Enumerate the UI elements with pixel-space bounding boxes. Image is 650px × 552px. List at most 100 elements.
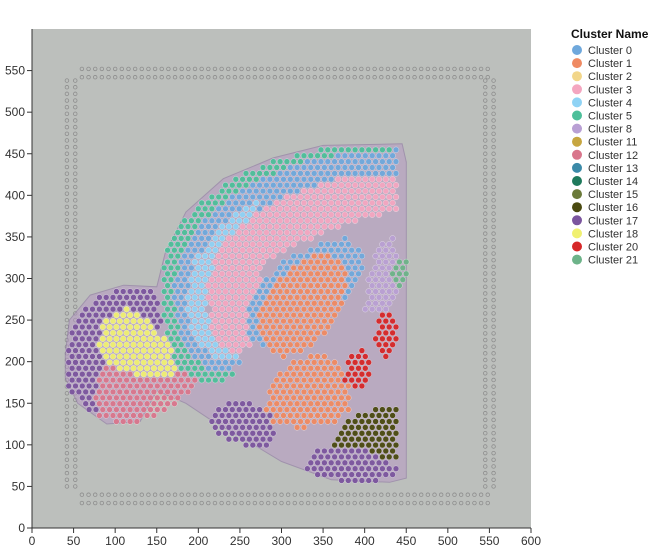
spot-cluster-4	[219, 235, 226, 242]
spot-cluster-18	[120, 323, 127, 331]
spot-cluster-1	[311, 253, 318, 260]
spot-cluster-3	[328, 223, 335, 230]
fiducial-spot	[64, 91, 70, 97]
spot-cluster-20	[375, 341, 383, 348]
spot-cluster-17	[222, 418, 229, 425]
spot-cluster-0	[317, 241, 325, 248]
spot-cluster-1	[297, 323, 304, 331]
spot-cluster-3	[277, 229, 284, 236]
spot-cluster-17	[106, 312, 113, 319]
spot-cluster-5	[198, 199, 205, 206]
spot-cluster-16	[386, 430, 393, 437]
fiducial-spot	[483, 164, 488, 170]
fiducial-spot	[452, 66, 457, 72]
spot-cluster-0	[178, 258, 185, 266]
spot-cluster-17	[242, 418, 250, 425]
fiducial-spot	[112, 492, 118, 497]
spot-cluster-16	[372, 406, 379, 413]
spot-cluster-0	[188, 253, 195, 260]
spot-cluster-3	[365, 205, 372, 212]
spot-cluster-17	[82, 353, 89, 360]
fiducial-spot	[325, 75, 331, 80]
spot-cluster-16	[358, 442, 365, 449]
spot-cluster-17	[314, 459, 321, 466]
spot-cluster-0	[392, 170, 400, 177]
spot-cluster-17	[345, 477, 352, 484]
spot-cluster-3	[352, 182, 359, 189]
spot-cluster-0	[249, 182, 256, 189]
spot-cluster-3	[263, 229, 270, 236]
spot-cluster-18	[130, 341, 137, 348]
spot-cluster-1	[297, 394, 304, 401]
legend-swatch	[572, 254, 582, 265]
fiducial-spot	[438, 66, 444, 72]
y-tick-label: 100	[5, 438, 25, 452]
fiducial-spot	[272, 66, 278, 72]
spot-cluster-3	[215, 276, 222, 283]
spot-cluster-3	[256, 253, 263, 260]
spot-cluster-3	[331, 193, 338, 201]
fiducial-spot	[252, 66, 258, 72]
spot-cluster-0	[297, 170, 304, 177]
spot-cluster-5	[253, 176, 260, 183]
fiducial-spot	[172, 75, 178, 80]
spot-cluster-17	[92, 382, 100, 390]
spot-cluster-0	[202, 359, 209, 366]
fiducial-spot	[212, 66, 218, 72]
legend-swatch	[572, 215, 582, 226]
spot-cluster-12	[127, 371, 134, 378]
spot-cluster-17	[219, 424, 226, 431]
spot-cluster-0	[338, 170, 345, 177]
spot-cluster-0	[362, 152, 369, 159]
spot-cluster-1	[317, 418, 325, 425]
legend-entry: Cluster 16	[588, 202, 638, 214]
spot-cluster-17	[133, 300, 140, 307]
fiducial-spot	[412, 75, 417, 80]
spot-cluster-3	[297, 217, 304, 224]
spot-cluster-5	[379, 146, 386, 153]
spot-cluster-17	[150, 294, 157, 301]
legend-swatch	[572, 136, 582, 147]
spot-cluster-17	[86, 394, 93, 401]
spot-cluster-5	[164, 247, 171, 254]
spot-cluster-1	[328, 377, 335, 384]
fiducial-spot	[379, 66, 384, 72]
spot-cluster-8	[389, 247, 396, 254]
spot-cluster-8	[375, 247, 383, 254]
spot-cluster-16	[369, 447, 376, 455]
spot-cluster-17	[137, 294, 144, 301]
spot-cluster-5	[174, 241, 181, 248]
fiducial-spot	[491, 204, 496, 210]
spot-cluster-4	[198, 341, 205, 348]
spot-cluster-4	[191, 270, 198, 277]
spot-cluster-17	[232, 436, 239, 443]
spot-cluster-12	[120, 371, 127, 378]
spot-cluster-17	[72, 335, 79, 342]
spot-cluster-1	[321, 377, 328, 384]
spot-cluster-0	[369, 152, 376, 159]
spot-cluster-3	[280, 211, 287, 218]
spot-cluster-17	[144, 294, 151, 301]
spot-cluster-1	[259, 329, 267, 336]
spot-cluster-12	[144, 377, 151, 384]
fiducial-spot	[483, 317, 488, 323]
spot-cluster-18	[130, 365, 137, 372]
spot-cluster-18	[137, 365, 144, 372]
spot-cluster-16	[341, 436, 348, 443]
fiducial-spot	[64, 277, 70, 283]
fiducial-spot	[425, 66, 431, 72]
fiducial-spot	[259, 500, 264, 506]
spot-cluster-12	[106, 406, 113, 413]
spot-cluster-3	[355, 176, 362, 183]
spot-cluster-0	[212, 223, 219, 230]
fiducial-spot	[64, 477, 70, 482]
spot-cluster-3	[294, 211, 301, 218]
spot-cluster-0	[266, 199, 273, 206]
spot-cluster-20	[386, 335, 393, 342]
spot-cluster-3	[236, 288, 243, 295]
spot-cluster-18	[154, 347, 161, 354]
fiducial-spot	[64, 284, 70, 290]
spot-cluster-4	[222, 347, 229, 354]
spot-cluster-3	[239, 294, 246, 301]
spot-cluster-20	[392, 335, 400, 342]
